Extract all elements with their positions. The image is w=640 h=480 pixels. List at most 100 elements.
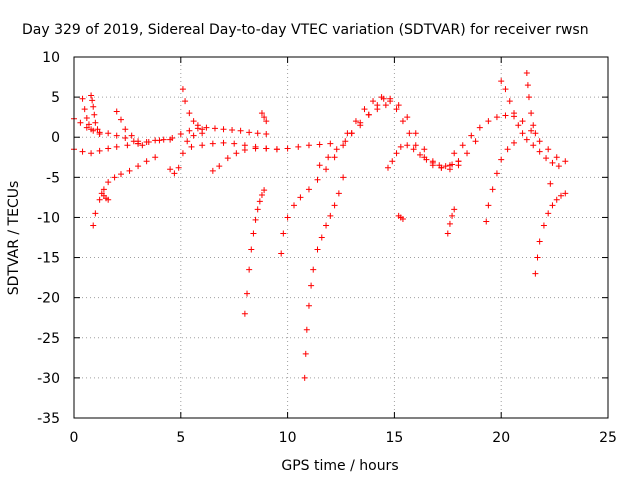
data-point — [85, 121, 92, 128]
grid-lines — [74, 57, 608, 418]
series-arc-10 — [179, 86, 206, 133]
data-point — [370, 98, 377, 105]
data-point — [199, 142, 206, 149]
data-point — [220, 139, 227, 146]
data-point — [540, 222, 547, 229]
data-point — [316, 162, 323, 169]
series-arc-19 — [395, 212, 406, 223]
data-point — [182, 98, 189, 105]
data-point — [327, 212, 334, 219]
data-point — [211, 125, 218, 132]
y-tick-label: 0 — [51, 130, 60, 146]
x-tick-label: 15 — [385, 430, 403, 446]
data-point — [179, 86, 186, 93]
data-point — [190, 132, 197, 139]
data-point — [404, 114, 411, 121]
series-arc-20 — [384, 142, 462, 171]
data-point — [261, 187, 268, 194]
data-point — [105, 145, 112, 152]
data-point — [323, 222, 330, 229]
data-point — [305, 142, 312, 149]
data-point — [472, 138, 479, 145]
data-point — [244, 290, 251, 297]
data-point — [246, 266, 253, 273]
data-point — [135, 140, 142, 147]
data-point — [553, 154, 560, 161]
data-point — [502, 112, 509, 119]
data-point — [90, 222, 97, 229]
data-point — [421, 146, 428, 153]
data-point — [464, 150, 471, 157]
series-arc-22 — [451, 112, 569, 165]
series-arc-2 — [71, 136, 174, 157]
data-point — [502, 86, 509, 93]
data-point — [250, 230, 257, 237]
data-point — [406, 130, 413, 137]
data-point — [252, 216, 259, 223]
data-point — [175, 164, 182, 171]
data-point — [179, 150, 186, 157]
data-point — [252, 143, 259, 150]
data-point — [224, 155, 231, 162]
data-point — [199, 126, 206, 133]
data-point — [498, 78, 505, 85]
data-point — [314, 176, 321, 183]
data-point — [389, 158, 396, 165]
data-point — [451, 150, 458, 157]
data-point — [301, 374, 308, 381]
series-arc-3 — [79, 95, 95, 133]
data-point — [449, 212, 456, 219]
data-point — [94, 126, 101, 133]
data-point — [117, 116, 124, 123]
data-point — [254, 130, 261, 137]
data-point — [504, 146, 511, 153]
data-point — [446, 220, 453, 227]
data-point — [117, 171, 124, 178]
data-point — [549, 159, 556, 166]
data-points — [71, 70, 569, 381]
data-point — [525, 94, 532, 101]
data-point — [303, 326, 310, 333]
data-point — [393, 106, 400, 113]
data-point — [562, 190, 569, 197]
data-point — [124, 142, 131, 149]
data-point — [352, 118, 359, 125]
series-arc-9 — [167, 130, 206, 177]
data-point — [536, 238, 543, 245]
x-tick-label: 0 — [70, 430, 79, 446]
data-point — [263, 118, 270, 125]
data-point — [483, 218, 490, 225]
data-point — [325, 154, 332, 161]
y-tick-label: -5 — [46, 170, 60, 186]
data-point — [284, 214, 291, 221]
data-point — [310, 266, 317, 273]
y-tick-label: 5 — [51, 90, 60, 106]
data-point — [105, 196, 112, 203]
data-point — [357, 122, 364, 129]
data-point — [79, 95, 86, 102]
series-arc-8 — [135, 124, 270, 147]
data-point — [248, 246, 255, 253]
data-point — [515, 122, 522, 129]
data-point — [530, 122, 537, 129]
data-point — [342, 138, 349, 145]
data-point — [169, 135, 176, 142]
data-point — [436, 162, 443, 169]
data-point — [254, 206, 261, 213]
series-arc-23 — [483, 139, 518, 225]
data-point — [88, 150, 95, 157]
y-tick-labels: -35 -30 -25 -20 -15 -10 -5 0 5 10 — [37, 50, 60, 427]
data-point — [393, 150, 400, 157]
series-arc-12 — [188, 139, 334, 153]
data-point — [128, 132, 135, 139]
data-point — [177, 131, 184, 138]
data-point — [96, 131, 103, 138]
data-point — [340, 142, 347, 149]
data-point — [555, 163, 562, 170]
data-point — [442, 163, 449, 170]
data-point — [194, 122, 201, 129]
data-point — [536, 138, 543, 145]
series-arc-15 — [278, 102, 389, 257]
data-point — [273, 146, 280, 153]
data-point — [361, 106, 368, 113]
